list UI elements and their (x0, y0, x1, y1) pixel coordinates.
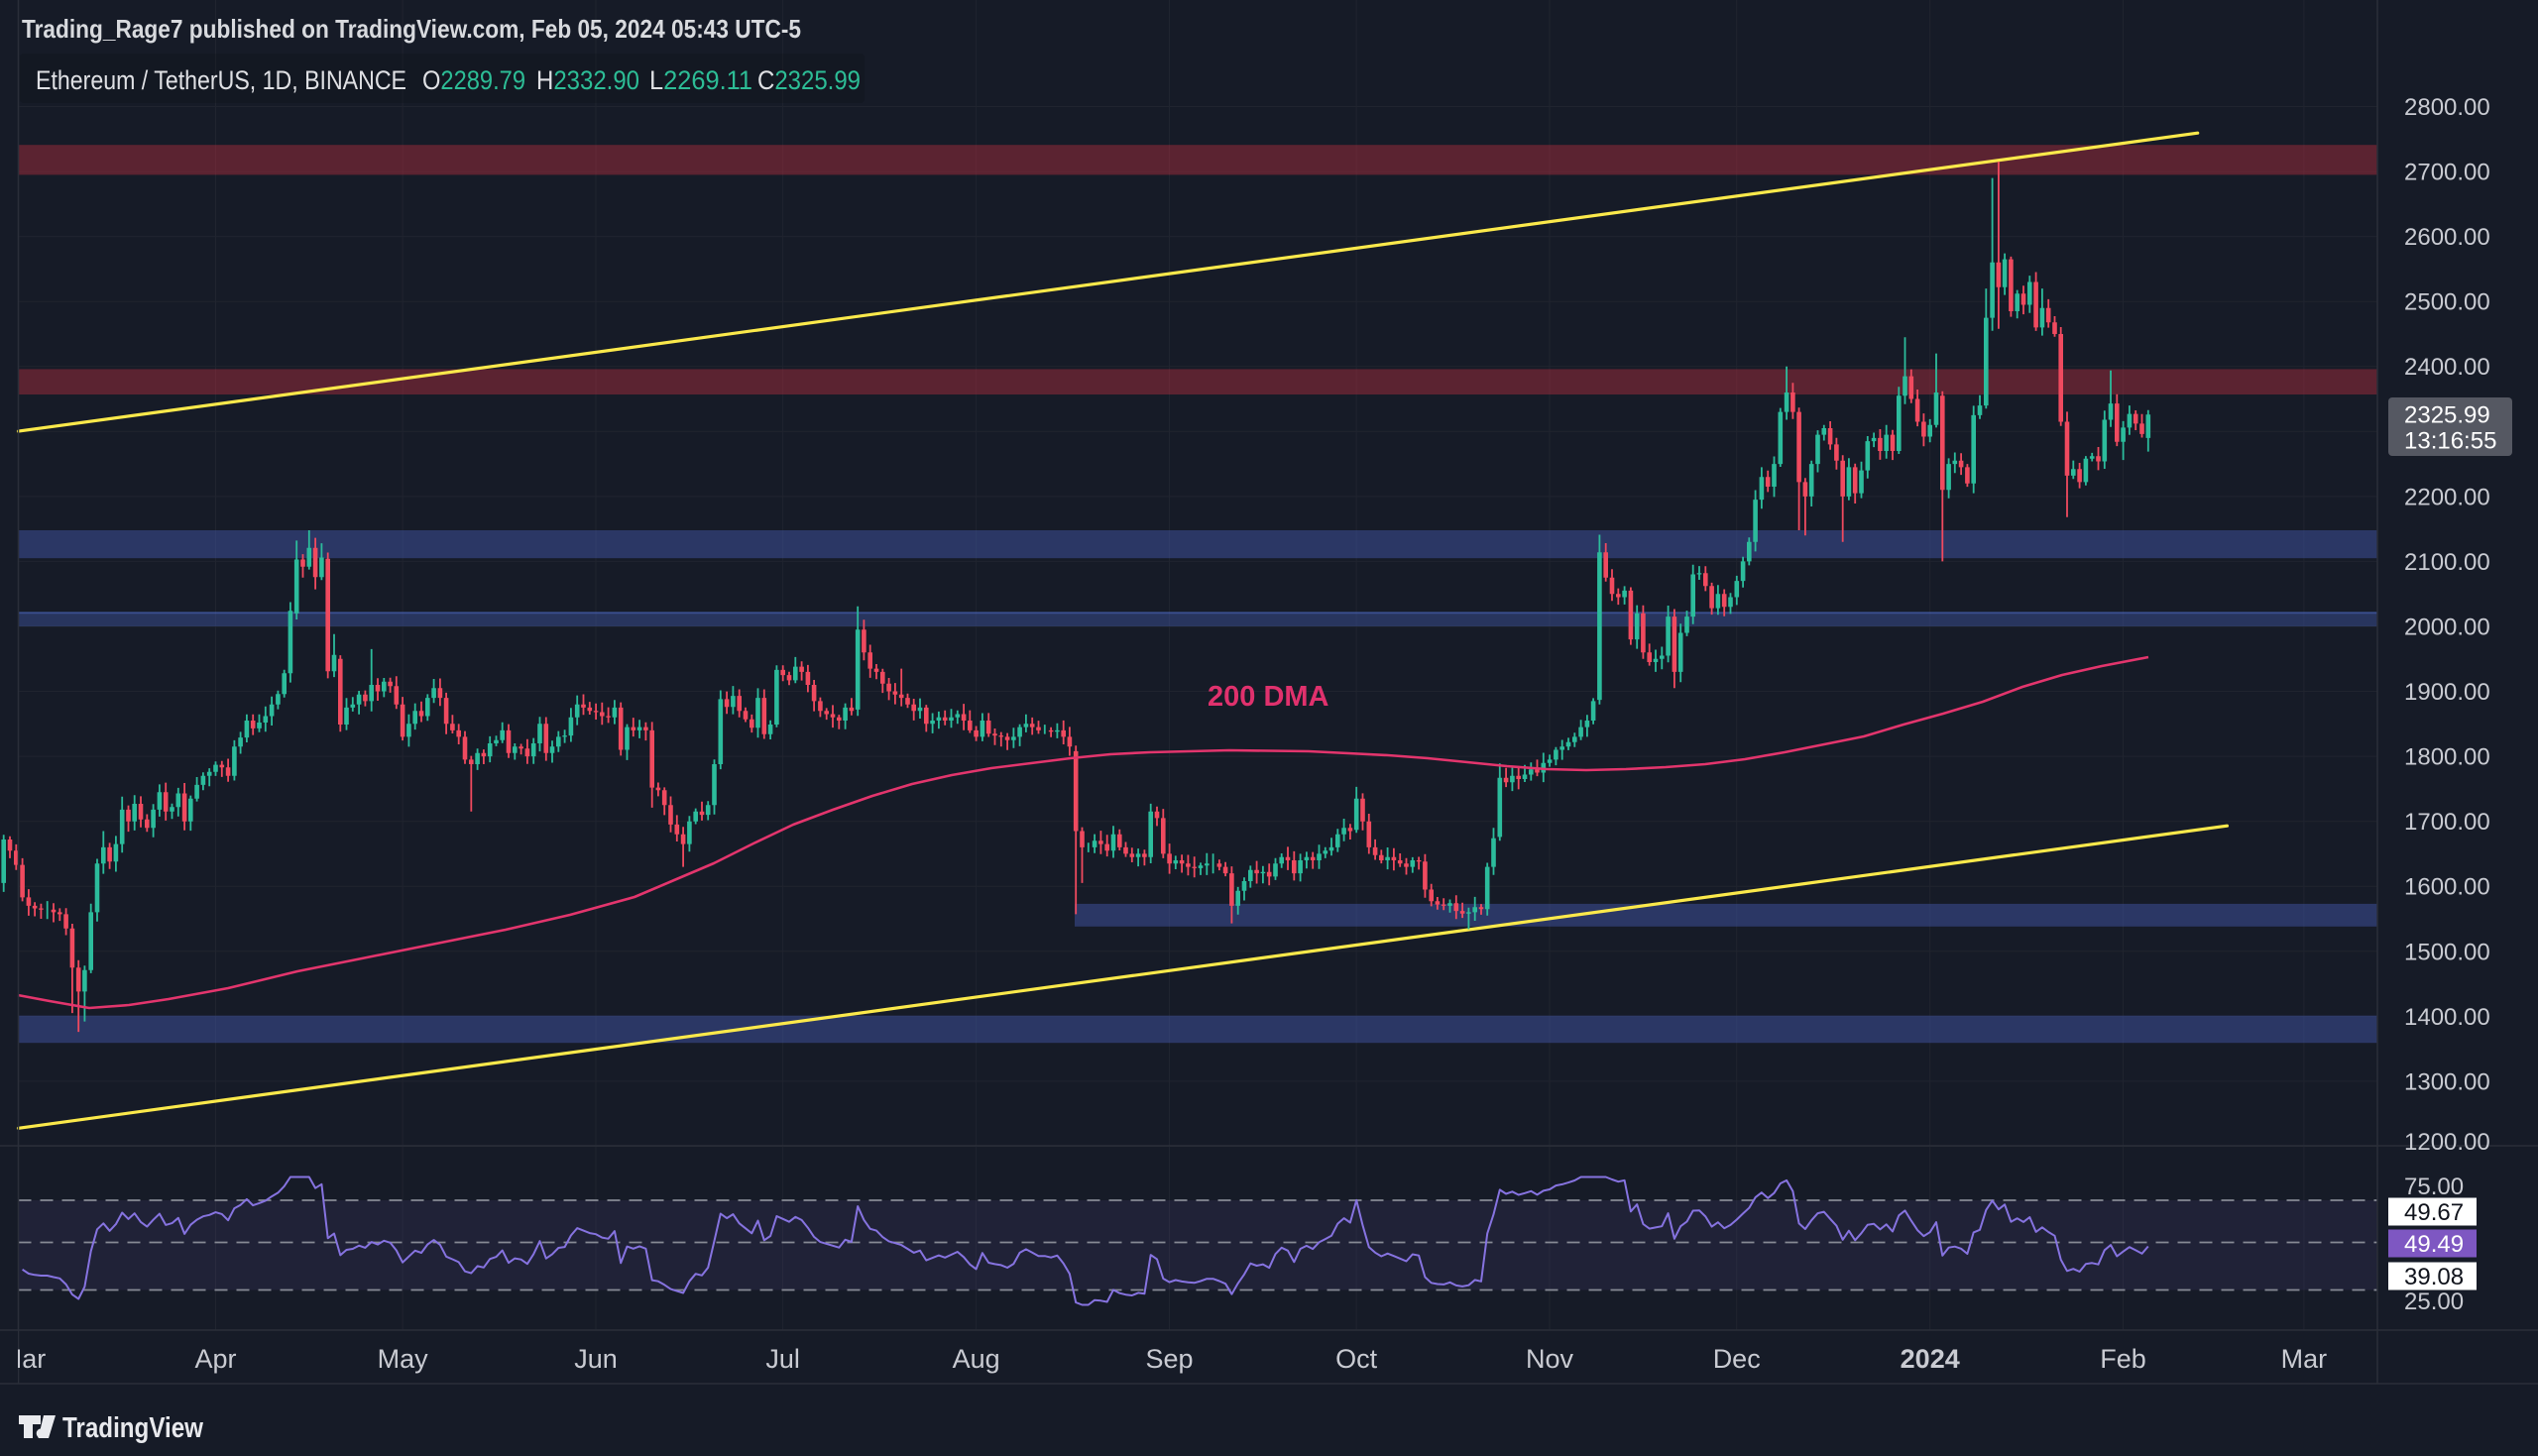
svg-text:Jul: Jul (765, 1344, 800, 1374)
svg-text:Ethereum / TetherUS, 1D, BINAN: Ethereum / TetherUS, 1D, BINANCE (36, 65, 406, 95)
svg-text:25.00: 25.00 (2404, 1288, 2464, 1315)
svg-text:2325.99: 2325.99 (2404, 402, 2490, 429)
svg-text:1600.00: 1600.00 (2404, 874, 2490, 901)
svg-text:39.08: 39.08 (2404, 1264, 2464, 1290)
svg-text:Mar: Mar (2281, 1344, 2328, 1374)
svg-text:1800.00: 1800.00 (2404, 744, 2490, 771)
svg-text:49.67: 49.67 (2404, 1199, 2464, 1226)
svg-text:1200.00: 1200.00 (2404, 1129, 2490, 1156)
svg-text:2800.00: 2800.00 (2404, 94, 2490, 121)
svg-text:2500.00: 2500.00 (2404, 289, 2490, 316)
svg-text:49.49: 49.49 (2404, 1231, 2464, 1258)
svg-text:Feb: Feb (2100, 1344, 2146, 1374)
svg-text:Trading_Rage7 published on Tra: Trading_Rage7 published on TradingView.c… (22, 14, 801, 44)
svg-text:1900.00: 1900.00 (2404, 679, 2490, 706)
svg-text:13:16:55: 13:16:55 (2404, 428, 2496, 455)
svg-text:200 DMA: 200 DMA (1208, 681, 1329, 713)
svg-text:H2332.90: H2332.90 (536, 65, 639, 95)
svg-text:1300.00: 1300.00 (2404, 1068, 2490, 1095)
svg-text:May: May (378, 1344, 429, 1374)
svg-text:2400.00: 2400.00 (2404, 354, 2490, 381)
svg-text:O2289.79: O2289.79 (422, 65, 525, 95)
svg-text:Jun: Jun (574, 1344, 618, 1374)
svg-text:Apr: Apr (194, 1344, 236, 1374)
svg-text:2600.00: 2600.00 (2404, 224, 2490, 251)
svg-text:75.00: 75.00 (2404, 1174, 2464, 1200)
svg-text:Aug: Aug (953, 1344, 1000, 1374)
svg-text:2700.00: 2700.00 (2404, 160, 2490, 186)
svg-text:2200.00: 2200.00 (2404, 484, 2490, 510)
svg-text:1700.00: 1700.00 (2404, 809, 2490, 836)
svg-text:C2325.99: C2325.99 (757, 65, 861, 95)
svg-text:L2269.11: L2269.11 (649, 65, 752, 95)
svg-text:1500.00: 1500.00 (2404, 939, 2490, 965)
svg-text:Nov: Nov (1526, 1344, 1574, 1374)
svg-text:2024: 2024 (1901, 1344, 1960, 1374)
svg-text:TradingView: TradingView (62, 1412, 203, 1444)
svg-text:2000.00: 2000.00 (2404, 615, 2490, 641)
svg-text:Sep: Sep (1145, 1344, 1193, 1374)
svg-text:1400.00: 1400.00 (2404, 1004, 2490, 1031)
svg-text:Dec: Dec (1713, 1344, 1761, 1374)
svg-text:Oct: Oct (1335, 1344, 1378, 1374)
svg-text:2100.00: 2100.00 (2404, 549, 2490, 576)
